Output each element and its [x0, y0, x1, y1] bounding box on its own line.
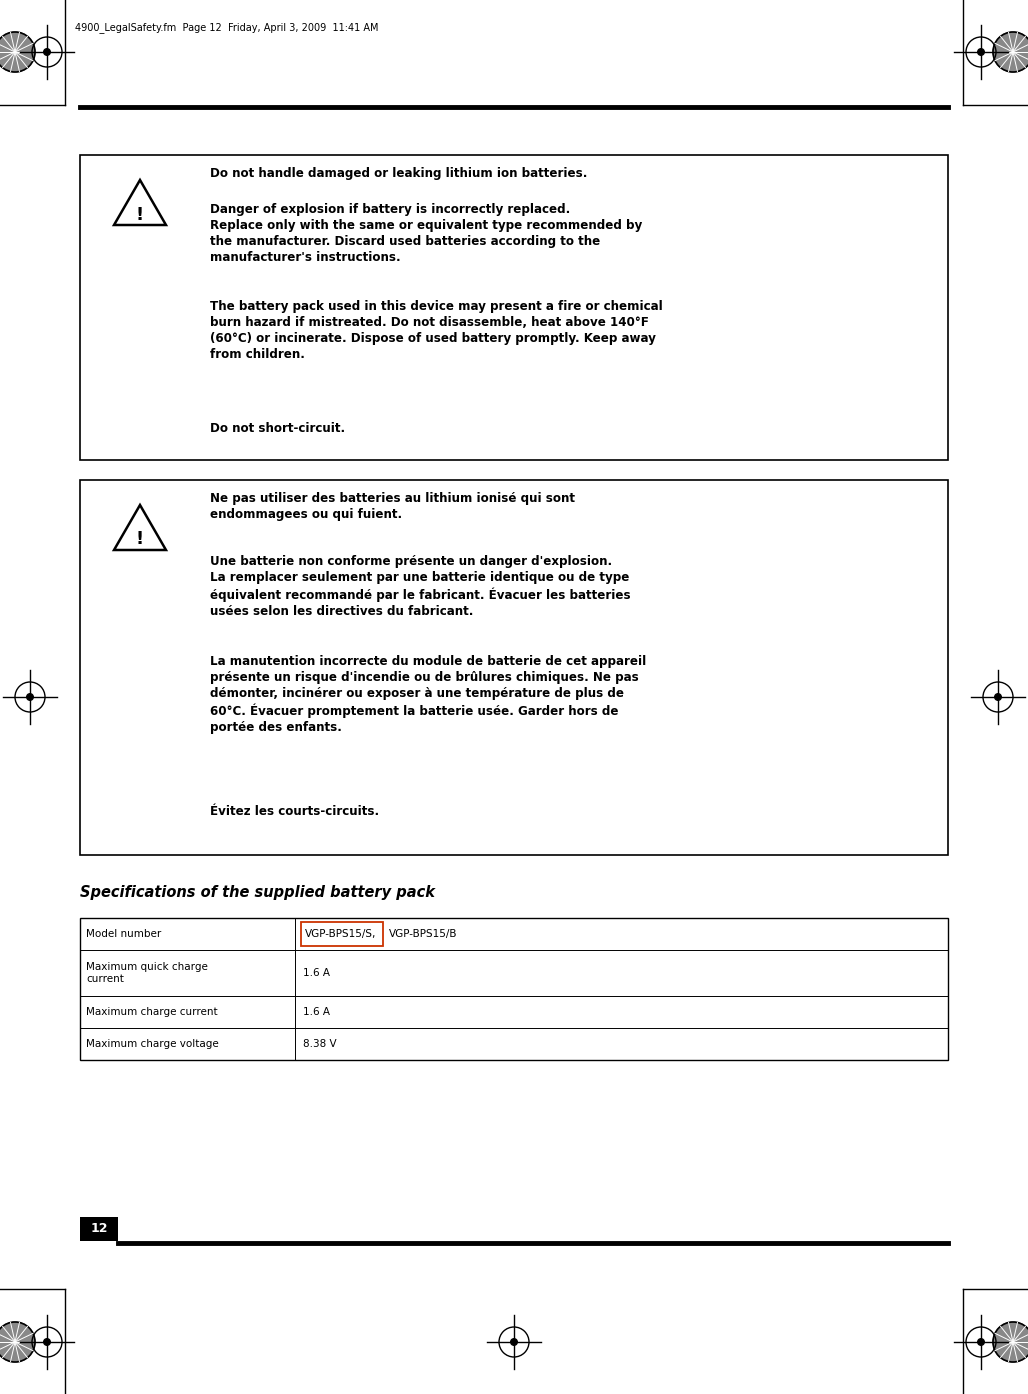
- Polygon shape: [114, 505, 166, 551]
- Text: VGP-BPS15/B: VGP-BPS15/B: [389, 928, 457, 940]
- Text: Model number: Model number: [86, 928, 161, 940]
- Text: Specifications of the supplied battery pack: Specifications of the supplied battery p…: [80, 885, 435, 901]
- Circle shape: [44, 49, 50, 56]
- Text: Évitez les courts-circuits.: Évitez les courts-circuits.: [210, 804, 379, 818]
- Circle shape: [44, 1338, 50, 1345]
- Text: 1.6 A: 1.6 A: [303, 1006, 330, 1018]
- Circle shape: [0, 32, 35, 72]
- Text: Une batterie non conforme présente un danger d'explosion.
La remplacer seulement: Une batterie non conforme présente un da…: [210, 555, 630, 618]
- Text: 4900_LegalSafety.fm  Page 12  Friday, April 3, 2009  11:41 AM: 4900_LegalSafety.fm Page 12 Friday, Apri…: [75, 22, 378, 33]
- Circle shape: [995, 694, 1001, 700]
- Text: 12: 12: [90, 1223, 108, 1235]
- FancyBboxPatch shape: [80, 480, 948, 855]
- Text: Do not short-circuit.: Do not short-circuit.: [210, 422, 345, 435]
- Text: 1.6 A: 1.6 A: [303, 967, 330, 979]
- Circle shape: [978, 49, 984, 56]
- Text: !: !: [136, 531, 144, 548]
- Polygon shape: [114, 180, 166, 224]
- Circle shape: [27, 694, 33, 700]
- Circle shape: [993, 1322, 1028, 1362]
- Text: Danger of explosion if battery is incorrectly replaced.
Replace only with the sa: Danger of explosion if battery is incorr…: [210, 204, 642, 263]
- Circle shape: [978, 1338, 984, 1345]
- FancyBboxPatch shape: [80, 1217, 118, 1241]
- Text: Ne pas utiliser des batteries au lithium ionisé qui sont
endommagees ou qui fuie: Ne pas utiliser des batteries au lithium…: [210, 492, 575, 521]
- Text: !: !: [136, 205, 144, 223]
- Text: VGP-BPS15/S,: VGP-BPS15/S,: [305, 928, 376, 940]
- FancyBboxPatch shape: [80, 919, 948, 1059]
- Circle shape: [993, 32, 1028, 72]
- Circle shape: [0, 1322, 35, 1362]
- FancyBboxPatch shape: [301, 921, 383, 947]
- Text: Maximum charge voltage: Maximum charge voltage: [86, 1039, 219, 1050]
- Text: Maximum charge current: Maximum charge current: [86, 1006, 218, 1018]
- FancyBboxPatch shape: [80, 155, 948, 460]
- Circle shape: [511, 1338, 517, 1345]
- Text: The battery pack used in this device may present a fire or chemical
burn hazard : The battery pack used in this device may…: [210, 300, 663, 361]
- Text: Do not handle damaged or leaking lithium ion batteries.: Do not handle damaged or leaking lithium…: [210, 167, 587, 180]
- Text: Maximum quick charge
current: Maximum quick charge current: [86, 962, 208, 984]
- Text: 8.38 V: 8.38 V: [303, 1039, 336, 1050]
- Text: La manutention incorrecte du module de batterie de cet appareil
présente un risq: La manutention incorrecte du module de b…: [210, 655, 647, 735]
